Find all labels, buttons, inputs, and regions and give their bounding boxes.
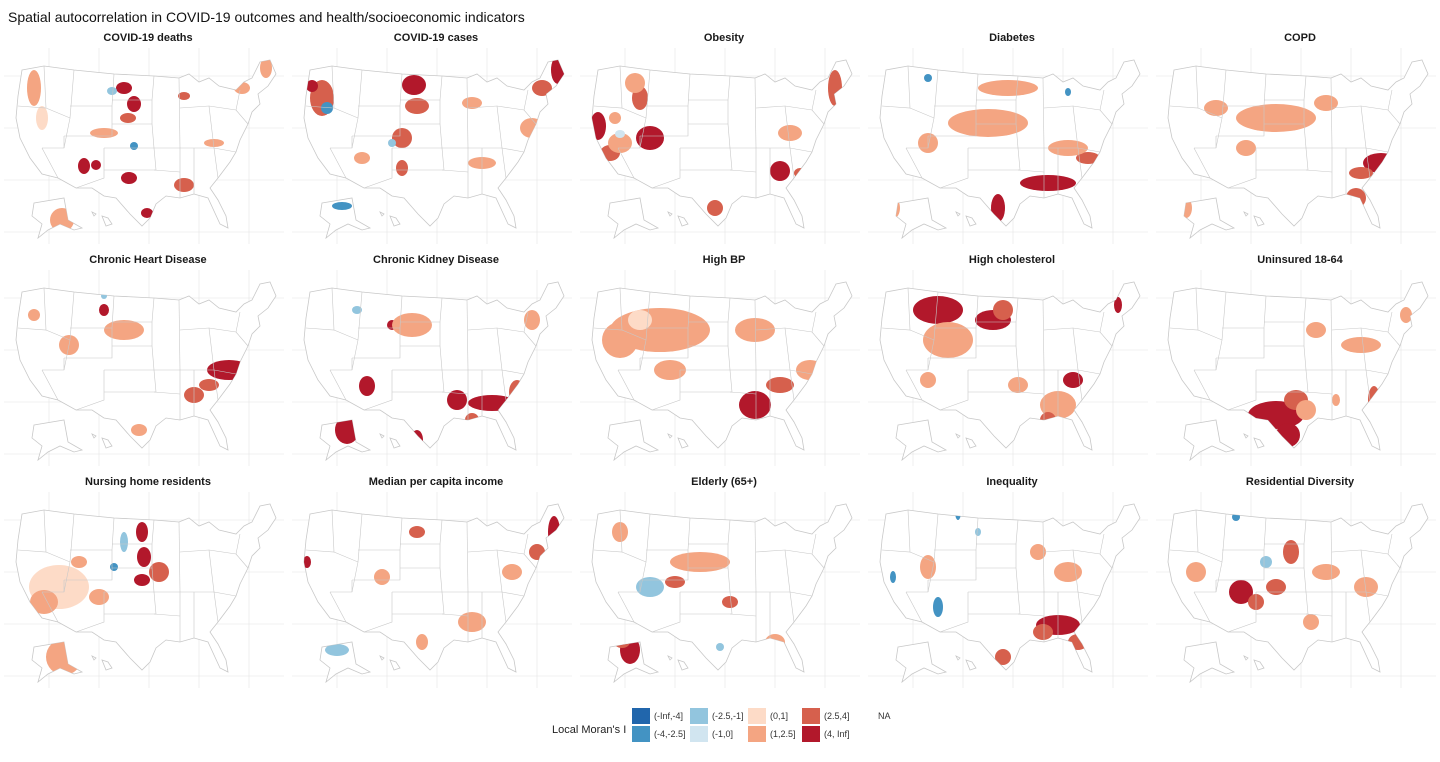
us-county-map [580, 492, 860, 688]
us-county-map [4, 492, 284, 688]
legend-label: (-4,-2.5] [654, 729, 686, 739]
legend-label: (0,1] [770, 711, 789, 721]
panel-title: Chronic Heart Disease [89, 254, 207, 266]
map-panel: Median per capita income [292, 476, 580, 696]
panel-title: Chronic Kidney Disease [373, 254, 499, 266]
us-county-map [1156, 270, 1436, 466]
map-panel: Diabetes [868, 32, 1156, 252]
panel-title: Diabetes [989, 32, 1035, 44]
legend-label: (1,2.5] [770, 729, 796, 739]
panel-title: Residential Diversity [1245, 476, 1355, 488]
panel-title: Median per capita income [368, 476, 504, 488]
map-panel: Residential Diversity [1156, 476, 1440, 696]
map-panel: COVID-19 cases [292, 32, 580, 252]
panel-title: COPD [1284, 32, 1316, 44]
us-county-map [580, 48, 860, 244]
panel-title: High BP [702, 254, 746, 266]
map-panel: Obesity [580, 32, 868, 252]
panel-title: Inequality [986, 476, 1038, 488]
legend-swatch [690, 708, 708, 724]
map-panel: High BP [580, 254, 868, 474]
panel-title: Nursing home residents [85, 476, 211, 488]
us-county-map [292, 270, 572, 466]
map-panel: Uninsured 18-64 [1156, 254, 1440, 474]
legend-swatch [802, 726, 820, 742]
legend-swatch [748, 708, 766, 724]
map-panel: High cholesterol [868, 254, 1156, 474]
us-county-map [4, 270, 284, 466]
legend-label: (4, Inf] [824, 729, 850, 739]
legend-swatch [632, 726, 650, 742]
panel-title: Uninsured 18-64 [1257, 254, 1343, 266]
us-county-map [1156, 48, 1436, 244]
us-county-map [868, 492, 1148, 688]
us-county-map [1156, 492, 1436, 688]
legend-swatch [802, 708, 820, 724]
legend-title: Local Moran's I [552, 724, 627, 736]
map-panel: COPD [1156, 32, 1440, 252]
legend-label: (-1,0] [712, 729, 734, 739]
panel-title: COVID-19 deaths [103, 32, 193, 44]
map-panel: Chronic Heart Disease [4, 254, 292, 474]
figure-title: Spatial autocorrelation in COVID-19 outc… [8, 9, 525, 25]
us-county-map [292, 48, 572, 244]
map-panel: COVID-19 deaths [4, 32, 292, 252]
panel-title: High cholesterol [968, 254, 1056, 266]
panel-title: Obesity [703, 32, 745, 44]
panel-title: Elderly (65+) [691, 476, 757, 488]
map-panel: Nursing home residents [4, 476, 292, 696]
panel-title: COVID-19 cases [393, 32, 479, 44]
map-panel: Inequality [868, 476, 1156, 696]
legend-swatch [690, 726, 708, 742]
us-county-map [4, 48, 284, 244]
legend-swatch [632, 708, 650, 724]
legend-label: (-2.5,-1] [712, 711, 744, 721]
map-panel: Elderly (65+) [580, 476, 868, 696]
us-county-map [868, 48, 1148, 244]
us-county-map [868, 270, 1148, 466]
us-county-map [292, 492, 572, 688]
legend-swatch [748, 726, 766, 742]
map-panel: Chronic Kidney Disease [292, 254, 580, 474]
legend-label: (2.5,4] [824, 711, 850, 721]
us-county-map [580, 270, 860, 466]
legend-label-na: NA [878, 711, 891, 721]
legend-label: (-Inf,-4] [654, 711, 684, 721]
